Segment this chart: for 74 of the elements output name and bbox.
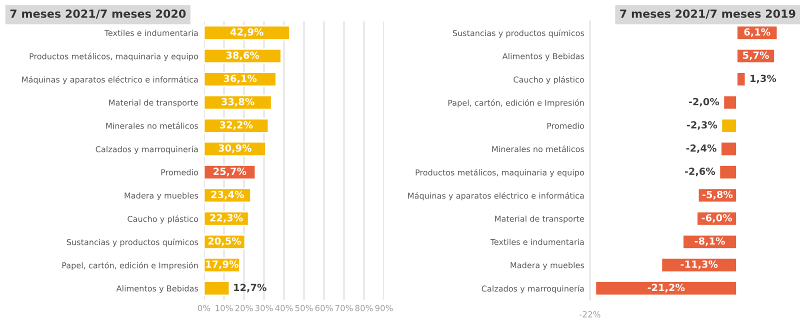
data-label: -6,0% bbox=[702, 214, 732, 223]
y-tick-label: Promedio bbox=[547, 122, 584, 129]
data-label: -21,2% bbox=[648, 284, 685, 292]
y-tick-label: Material de transporte bbox=[109, 99, 198, 108]
data-label: 20,5% bbox=[208, 237, 242, 246]
data-label: 25,7% bbox=[214, 168, 246, 176]
bar bbox=[736, 25, 778, 40]
bar bbox=[204, 118, 270, 134]
y-tick-label: Sustancias y productos químicos bbox=[452, 30, 584, 38]
y-tick-label: Productos metálicos, maquinaria y equipo bbox=[416, 168, 584, 178]
bar bbox=[720, 118, 738, 134]
bar bbox=[204, 72, 277, 87]
data-label: -2,6% bbox=[684, 168, 716, 176]
text: -22% bbox=[580, 311, 600, 318]
x-tick-label: 70% bbox=[335, 304, 353, 312]
y-tick-label: Calzados y marroquinería bbox=[482, 285, 584, 294]
data-label: 32,2% bbox=[220, 121, 253, 130]
data-label: 6,1% bbox=[744, 28, 770, 37]
data-label: 36,1% bbox=[224, 74, 257, 84]
data-label: 17,9% bbox=[206, 260, 238, 270]
bar bbox=[682, 234, 738, 250]
data-label: 33,8% bbox=[222, 98, 254, 107]
y-tick-label: Material de transporte bbox=[495, 216, 584, 224]
chart-title: 7 meses 2021/7 meses 2019 bbox=[620, 9, 796, 19]
y-tick-label: Textiles e indumentaria bbox=[490, 238, 584, 246]
bar bbox=[594, 280, 738, 296]
data-label: 38,6% bbox=[226, 52, 260, 60]
y-tick-label: Sustancias y productos químicos bbox=[66, 238, 198, 247]
data-label: 30,9% bbox=[218, 144, 252, 154]
data-label: 12,7% bbox=[234, 284, 266, 292]
y-tick-label: Minerales no metálicos bbox=[492, 146, 584, 152]
x-tick-label: 0% bbox=[198, 304, 210, 312]
data-label: 23,4% bbox=[211, 190, 244, 200]
y-tick-label: Papel, cartón, edición e Impresión bbox=[62, 262, 198, 270]
data-label: -5,8% bbox=[702, 190, 733, 200]
bar bbox=[718, 164, 738, 180]
x-tick-label: 60% bbox=[315, 304, 333, 312]
y-tick-label: Alimentos y Bebidas bbox=[116, 285, 198, 294]
y-tick-label: Alimentos y Bebidas bbox=[502, 52, 584, 61]
y-tick-label: Textiles e indumentaria bbox=[104, 30, 198, 36]
data-label: 42,9% bbox=[230, 28, 264, 37]
data-label: -2,0% bbox=[688, 98, 720, 107]
y-tick-label: Caucho y plástico bbox=[128, 215, 198, 224]
x-tick-label: 30% bbox=[255, 304, 273, 312]
y-tick-label: Calzados y marroquinería bbox=[96, 146, 198, 154]
y-tick-label: Minerales no metálicos bbox=[106, 122, 198, 129]
data-label: -2,3% bbox=[686, 121, 718, 130]
x-tick-label: 20% bbox=[235, 304, 253, 312]
y-tick-label: Máquinas y aparatos eléctrico e informática bbox=[22, 76, 198, 84]
y-tick-label: Máquinas y aparatos eléctrico e informática bbox=[408, 192, 584, 200]
bar bbox=[720, 141, 738, 157]
y-tick-label: Madera y muebles bbox=[124, 192, 198, 200]
y-tick-label: Promedio bbox=[161, 169, 198, 176]
y-tick-label: Madera y muebles bbox=[510, 262, 584, 270]
bar bbox=[204, 280, 230, 296]
y-tick-label: Caucho y plástico bbox=[514, 76, 584, 84]
bar bbox=[204, 25, 290, 40]
y-tick-label: Papel, cartón, edición e Impresión bbox=[448, 99, 584, 108]
bar bbox=[660, 257, 738, 273]
bar bbox=[722, 94, 738, 110]
data-label: 22,3% bbox=[210, 214, 243, 223]
x-tick-label: 50% bbox=[295, 304, 313, 312]
data-label: 5,7% bbox=[743, 52, 769, 60]
data-label: -8,1% bbox=[694, 237, 725, 246]
x-tick-label: 80% bbox=[355, 304, 373, 312]
x-tick-label: 40% bbox=[275, 304, 293, 312]
bar bbox=[736, 72, 746, 87]
data-label: -2,4% bbox=[686, 144, 716, 154]
data-label: 1,3% bbox=[750, 74, 776, 84]
data-label: -11,3% bbox=[680, 260, 718, 270]
text: 7 meses 2021/7 meses 2020 bbox=[10, 9, 186, 19]
x-tick-label: 10% bbox=[216, 304, 233, 312]
y-tick-label: Productos metálicos, maquinaria y equipo bbox=[30, 52, 198, 61]
x-tick-label: 90% bbox=[375, 304, 393, 312]
